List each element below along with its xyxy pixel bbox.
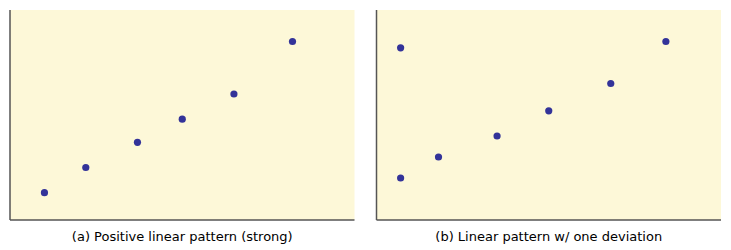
point bbox=[662, 38, 669, 45]
point bbox=[545, 107, 552, 114]
panel-title: (a) Positive linear pattern (strong) bbox=[72, 229, 293, 244]
point bbox=[82, 164, 89, 171]
point bbox=[435, 153, 442, 160]
panel: (b) Linear pattern w/ one deviation bbox=[377, 10, 722, 244]
panel: (a) Positive linear pattern (strong) bbox=[10, 10, 355, 244]
point bbox=[493, 132, 500, 139]
chart-container: (a) Positive linear pattern (strong) (b) … bbox=[0, 0, 731, 250]
point bbox=[397, 174, 404, 181]
y-axis-line bbox=[9, 10, 11, 220]
plot-background bbox=[10, 10, 355, 220]
x-axis-line bbox=[377, 219, 722, 221]
point bbox=[607, 80, 614, 87]
points bbox=[41, 38, 296, 196]
point bbox=[289, 38, 296, 45]
point bbox=[134, 139, 141, 146]
plot-background bbox=[377, 10, 722, 220]
x-axis-line bbox=[10, 219, 355, 221]
point bbox=[397, 44, 404, 51]
point bbox=[230, 90, 237, 97]
point bbox=[179, 116, 186, 123]
panel-title: (b) Linear pattern w/ one deviation bbox=[435, 229, 662, 244]
chart-svg: (a) Positive linear pattern (strong) (b) … bbox=[0, 0, 731, 250]
point bbox=[41, 189, 48, 196]
points bbox=[397, 38, 669, 182]
y-axis-line bbox=[376, 10, 378, 220]
